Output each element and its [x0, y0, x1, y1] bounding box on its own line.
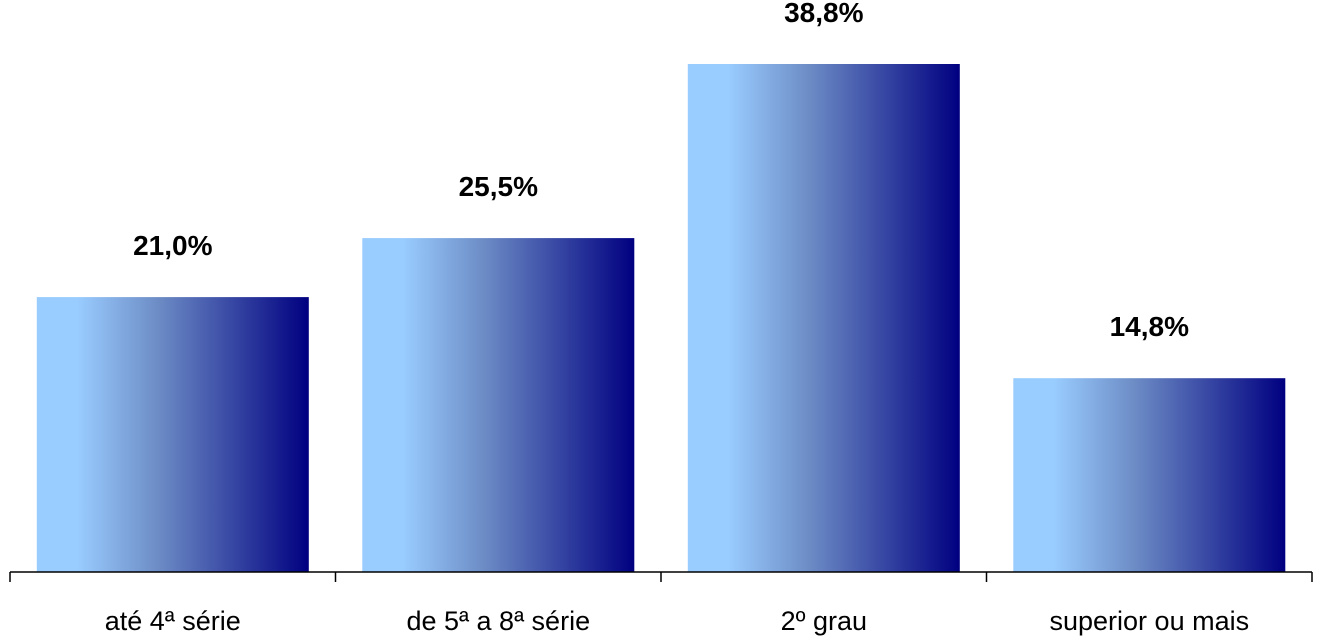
value-label-ate-4-serie: 21,0%: [133, 230, 212, 261]
tick-label-superior-ou-mais: superior ou mais: [1050, 606, 1250, 636]
bars-group: [36, 64, 1286, 572]
value-label-de-5-a-8-serie: 25,5%: [459, 171, 538, 202]
bar-ate-4-serie: [36, 297, 309, 572]
bar-superior-ou-mais: [1013, 378, 1286, 572]
value-labels-group: 21,0% 25,5% 38,8% 14,8%: [133, 0, 1189, 342]
tick-label-ate-4-serie: até 4ª série: [105, 606, 241, 636]
tick-label-2-grau: 2º grau: [781, 606, 867, 636]
tick-label-de-5-a-8-serie: de 5ª a 8ª série: [406, 606, 590, 636]
bar-de-5-a-8-serie: [362, 238, 635, 572]
x-axis-ticks: [9, 572, 1313, 582]
bar-2-grau: [687, 64, 960, 572]
value-label-superior-ou-mais: 14,8%: [1110, 311, 1189, 342]
x-axis-tick-labels: até 4ª série de 5ª a 8ª série 2º grau super…: [105, 606, 1249, 636]
value-label-2-grau: 38,8%: [784, 0, 863, 28]
